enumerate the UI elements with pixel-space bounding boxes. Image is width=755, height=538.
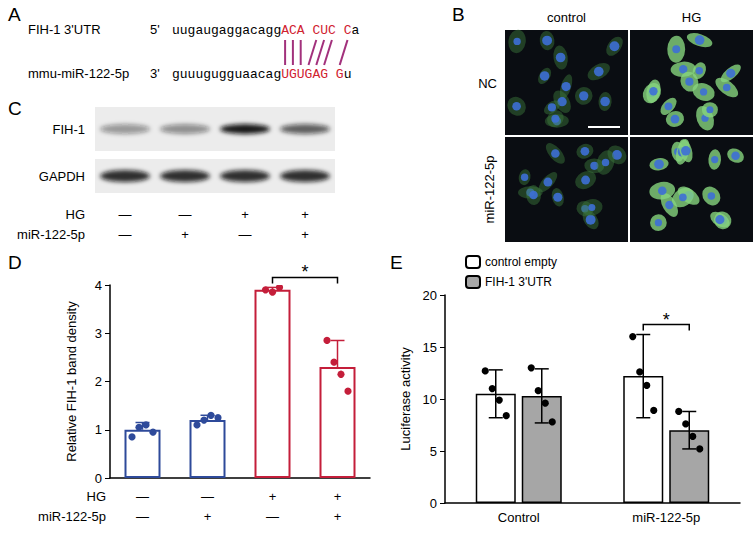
- svg-text:—: —: [136, 509, 149, 524]
- svg-text:miR-122-5p: miR-122-5p: [632, 510, 700, 525]
- svg-text:miR-122-5p: miR-122-5p: [482, 156, 497, 224]
- svg-text:3': 3': [150, 66, 160, 81]
- html-text:C: C: [8, 98, 22, 119]
- svg-text:NC: NC: [478, 76, 497, 91]
- html-text:A: A: [8, 4, 21, 25]
- svg-text:+: +: [181, 227, 189, 242]
- svg-text:0: 0: [430, 496, 437, 511]
- svg-text:uugaugaggacaggACA CUC Ca: uugaugaggacaggACA CUC Ca: [172, 23, 359, 38]
- svg-text:GAPDH: GAPDH: [39, 169, 85, 184]
- svg-text:HG: HG: [87, 489, 107, 504]
- svg-text:—: —: [201, 489, 214, 504]
- svg-text:*: *: [663, 310, 670, 330]
- svg-text:+: +: [241, 207, 249, 222]
- svg-text:1: 1: [95, 422, 102, 437]
- svg-text:3: 3: [95, 326, 102, 341]
- svg-text:HG: HG: [66, 207, 86, 222]
- svg-text:+: +: [334, 489, 342, 504]
- svg-text:+: +: [301, 227, 309, 242]
- svg-text:10: 10: [423, 392, 437, 407]
- svg-text:miR-122-5p: miR-122-5p: [38, 509, 106, 524]
- svg-text:FIH-1 3'UTR: FIH-1 3'UTR: [28, 22, 101, 37]
- svg-text:—: —: [239, 227, 252, 242]
- svg-text:miR-122-5p: miR-122-5p: [17, 227, 85, 242]
- svg-text:—: —: [119, 207, 132, 222]
- svg-text:mmu-miR-122-5p: mmu-miR-122-5p: [28, 66, 129, 81]
- html-text:D: D: [8, 252, 22, 273]
- svg-text:5': 5': [150, 22, 160, 37]
- svg-text:4: 4: [95, 278, 102, 293]
- svg-text:Control: Control: [498, 510, 540, 525]
- svg-text:5: 5: [430, 444, 437, 459]
- svg-text:2: 2: [95, 374, 102, 389]
- svg-text:+: +: [204, 509, 212, 524]
- svg-text:+: +: [301, 207, 309, 222]
- svg-text:+: +: [269, 489, 277, 504]
- svg-text:15: 15: [423, 340, 437, 355]
- svg-text:—: —: [266, 509, 279, 524]
- svg-text:—: —: [136, 489, 149, 504]
- svg-text:Luciferase activity: Luciferase activity: [398, 347, 413, 451]
- svg-text:*: *: [301, 262, 308, 282]
- svg-text:FIH-1 3'UTR: FIH-1 3'UTR: [485, 275, 552, 289]
- svg-text:—: —: [119, 227, 132, 242]
- html-text:B: B: [452, 4, 465, 25]
- svg-text:0: 0: [95, 471, 102, 486]
- svg-text:—: —: [179, 207, 192, 222]
- svg-text:+: +: [334, 509, 342, 524]
- svg-text:control empty: control empty: [485, 255, 557, 269]
- html-text:E: E: [390, 252, 403, 273]
- svg-text:HG: HG: [682, 10, 702, 25]
- svg-text:FIH-1: FIH-1: [53, 122, 86, 137]
- svg-text:guuugugguaacagUGUGAG Gu: guuugugguaacagUGUGAG Gu: [172, 67, 351, 82]
- svg-text:20: 20: [423, 288, 437, 303]
- svg-text:control: control: [547, 10, 586, 25]
- svg-text:Relative FIH-1 band density: Relative FIH-1 band density: [64, 301, 79, 462]
